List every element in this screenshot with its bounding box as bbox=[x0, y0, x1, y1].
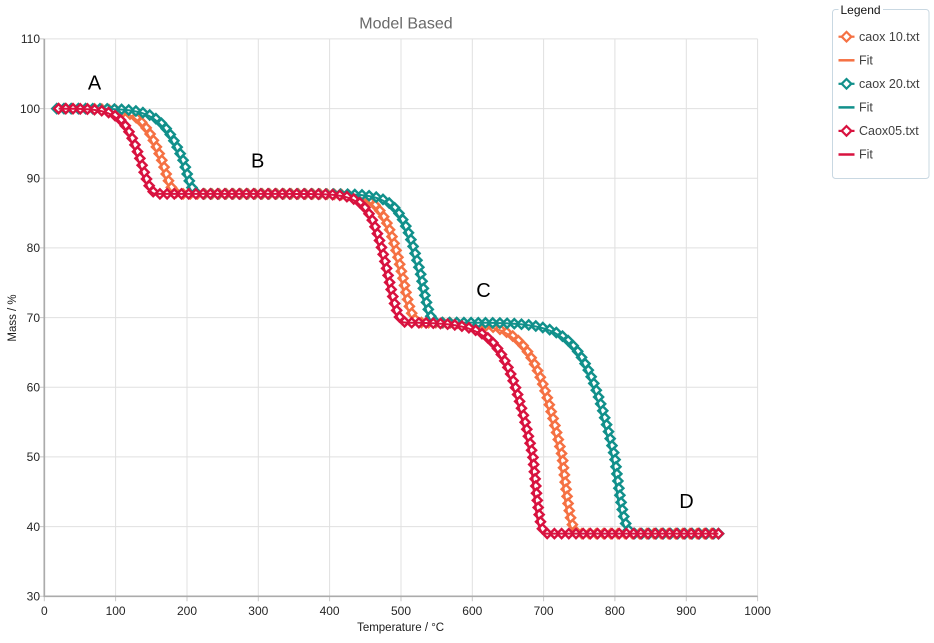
svg-text:400: 400 bbox=[320, 604, 340, 618]
svg-text:caox 10.txt: caox 10.txt bbox=[859, 30, 920, 44]
svg-text:80: 80 bbox=[27, 241, 41, 255]
svg-text:Caox05.txt: Caox05.txt bbox=[859, 124, 919, 138]
svg-text:Fit: Fit bbox=[859, 148, 873, 162]
svg-text:800: 800 bbox=[605, 604, 625, 618]
svg-text:700: 700 bbox=[534, 604, 554, 618]
svg-text:40: 40 bbox=[27, 520, 41, 534]
svg-text:caox 20.txt: caox 20.txt bbox=[859, 77, 920, 91]
svg-text:1000: 1000 bbox=[744, 604, 771, 618]
svg-text:30: 30 bbox=[27, 590, 41, 604]
svg-text:Model Based: Model Based bbox=[359, 15, 452, 32]
svg-text:900: 900 bbox=[676, 604, 696, 618]
svg-text:110: 110 bbox=[21, 32, 40, 46]
svg-text:70: 70 bbox=[27, 311, 41, 325]
svg-text:100: 100 bbox=[20, 102, 40, 116]
svg-text:100: 100 bbox=[106, 604, 126, 618]
svg-text:60: 60 bbox=[27, 381, 41, 395]
svg-text:C: C bbox=[476, 280, 490, 302]
svg-text:Legend: Legend bbox=[841, 3, 881, 17]
svg-text:Mass / %: Mass / % bbox=[7, 294, 19, 341]
svg-text:Temperature / °C: Temperature / °C bbox=[357, 622, 444, 634]
svg-text:200: 200 bbox=[177, 604, 197, 618]
svg-text:90: 90 bbox=[27, 171, 41, 185]
svg-text:Fit: Fit bbox=[859, 101, 873, 115]
svg-text:A: A bbox=[88, 73, 102, 95]
svg-text:Fit: Fit bbox=[859, 54, 873, 68]
svg-text:300: 300 bbox=[248, 604, 268, 618]
svg-text:D: D bbox=[679, 491, 693, 513]
svg-text:50: 50 bbox=[27, 450, 41, 464]
svg-text:0: 0 bbox=[41, 604, 48, 618]
svg-text:600: 600 bbox=[462, 604, 482, 618]
svg-text:B: B bbox=[251, 151, 264, 173]
svg-text:500: 500 bbox=[391, 604, 411, 618]
